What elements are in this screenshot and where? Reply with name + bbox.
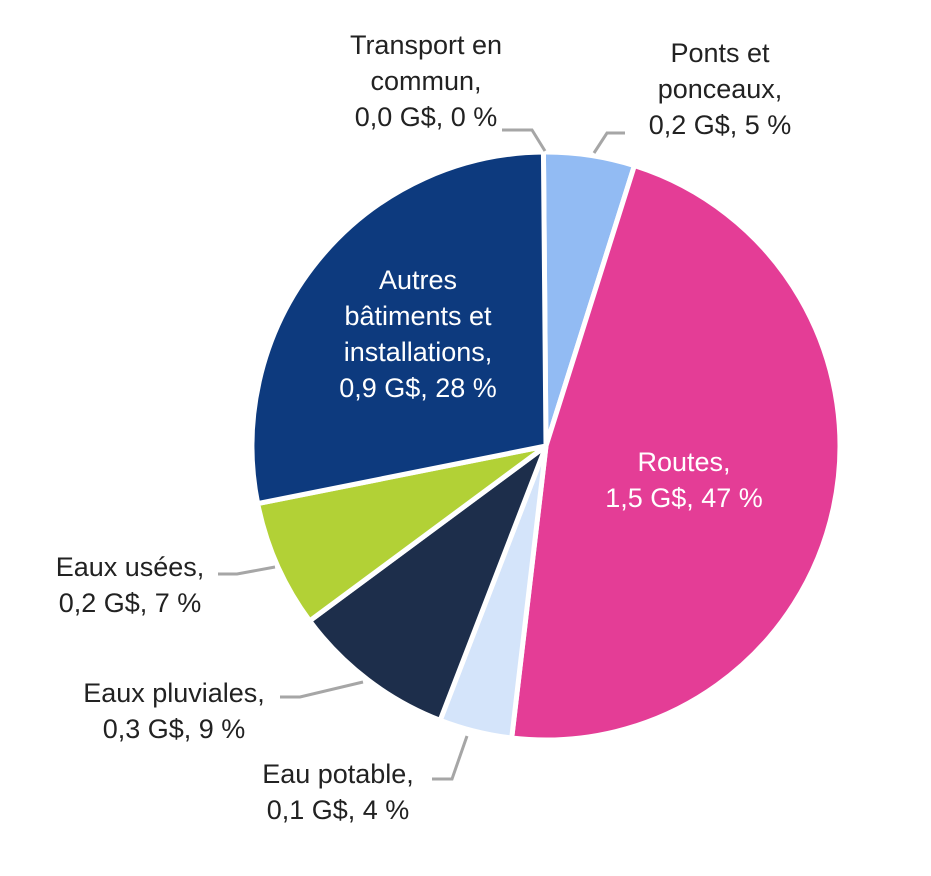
data-label-line: Eaux usées, [56,552,205,582]
data-label-line: Eau potable, [262,759,414,789]
data-label-transport-en-commun: Transport en commun, 0,0 G$, 0 % [350,30,502,132]
data-label-line: Ponts et [670,38,770,68]
data-label-line: bâtiments et [344,301,492,331]
data-label-line: 0,0 G$, 0 % [355,102,498,132]
data-label-line: 0,2 G$, 5 % [649,110,792,140]
data-label-line: 0,3 G$, 9 % [103,714,246,744]
data-label-routes: Routes, 1,5 G$, 47 % [605,447,763,513]
data-label-line: Eaux pluviales, [83,678,265,708]
data-label-line: Routes, [637,447,730,477]
leader-line-eaux-pluviales [280,680,364,699]
leader-line-transport-en-commun [502,128,547,152]
data-label-line: commun, [370,66,481,96]
data-label-line: Autres [379,265,457,295]
data-label-line: 1,5 G$, 47 % [605,483,763,513]
data-label-line: 0,2 G$, 7 % [59,588,202,618]
leader-line-eaux-usees [218,565,276,576]
data-label-line: ponceaux, [658,74,783,104]
data-label-line: 0,9 G$, 28 % [339,373,497,403]
data-label-line: 0,1 G$, 4 % [267,795,410,825]
data-label-eaux-usees: Eaux usées, 0,2 G$, 7 % [56,552,205,618]
data-label-eaux-pluviales: Eaux pluviales, 0,3 G$, 9 % [83,678,265,744]
leader-line-ponts-et-ponceaux [592,131,625,154]
data-label-line: installations, [344,337,493,367]
pie-slice-eaux-pluviales [307,443,549,723]
data-label-eau-potable: Eau potable, 0,1 G$, 4 % [262,759,414,825]
data-label-autres-batiments-et-installations: Autres bâtiments et installations, 0,9 G$, … [339,265,497,403]
pie-slice-autres-batiments-et-installations [249,149,549,507]
pie-slice-routes [509,163,843,743]
data-label-line: Transport en [350,30,502,60]
leader-line-eau-potable [432,735,469,781]
data-label-ponts-et-ponceaux: Ponts et ponceaux, 0,2 G$, 5 % [649,38,792,140]
